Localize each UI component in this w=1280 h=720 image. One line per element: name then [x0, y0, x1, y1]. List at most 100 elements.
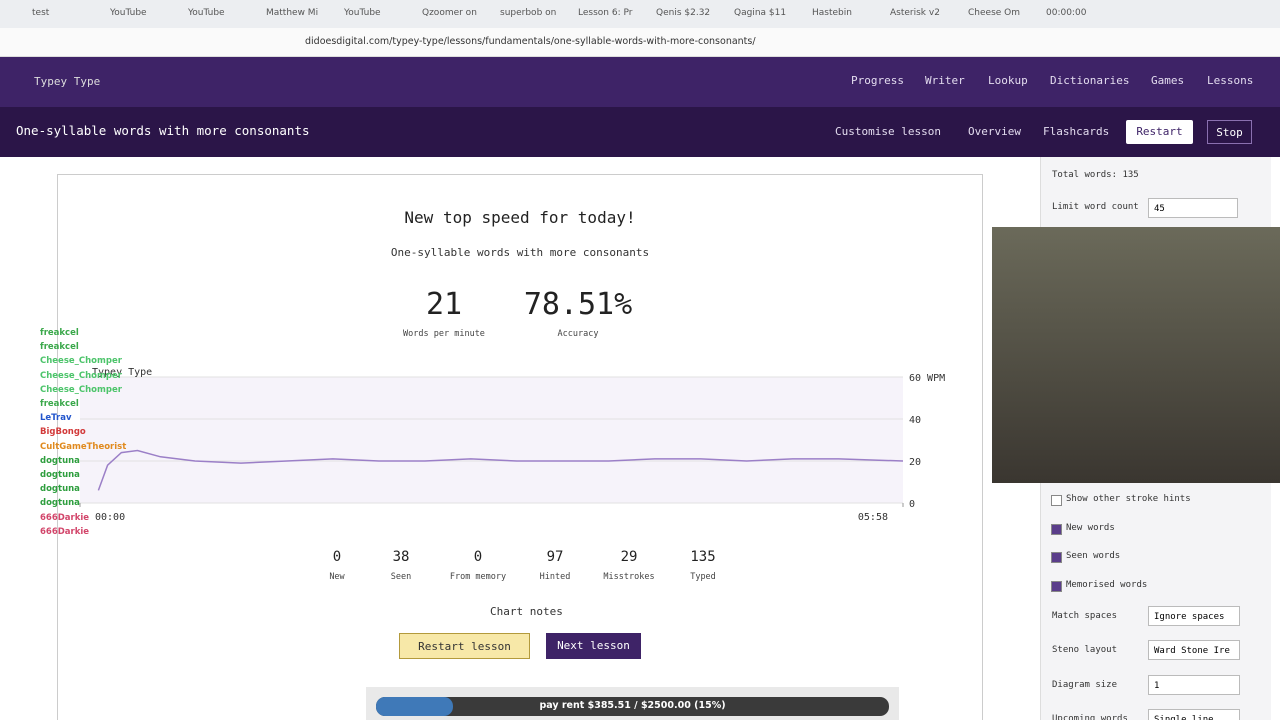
webcam-overlay — [992, 227, 1280, 483]
count-label: Typed — [690, 572, 716, 582]
checkbox-label[interactable]: Memorised words — [1066, 580, 1148, 591]
wpm-line — [97, 449, 904, 491]
stat-label: Words per minute — [403, 329, 485, 339]
select[interactable]: Ward Stone Ire — [1148, 640, 1240, 661]
stat-value: 78.51% — [523, 287, 633, 322]
chat-name: freakcel — [40, 399, 79, 409]
chat-name: freakcel — [40, 342, 79, 353]
select[interactable]: Ignore spaces — [1148, 606, 1240, 626]
browser-tab[interactable]: 00:00:00 — [1046, 8, 1087, 18]
stat-value: 21 — [425, 287, 463, 322]
checkbox[interactable] — [1051, 523, 1062, 535]
nav-link[interactable]: Progress — [851, 74, 904, 87]
lesson-link[interactable]: Flashcards — [1043, 125, 1110, 138]
count-value: 135 — [690, 549, 716, 565]
lesson-link[interactable]: Overview — [968, 125, 1021, 138]
count-label: Misstrokes — [603, 572, 655, 582]
select[interactable]: Single line — [1148, 708, 1240, 720]
chat-name: 666Darkie — [40, 512, 90, 523]
lesson-bar — [0, 107, 1280, 157]
browser-tab[interactable]: superbob on — [500, 8, 557, 18]
count-value: 29 — [620, 549, 638, 565]
count-label: New — [329, 572, 345, 582]
restart-button[interactable]: Restart — [1126, 120, 1193, 144]
next-lesson-button[interactable]: Next lesson — [546, 633, 641, 659]
chat-name: Cheese_Chomper — [40, 356, 122, 367]
y-tick-label: 20 — [909, 457, 921, 468]
stop-button[interactable]: Stop — [1207, 120, 1252, 144]
browser-tab[interactable]: Hastebin — [812, 8, 852, 18]
restart-lesson-button[interactable]: Restart lesson — [399, 633, 530, 659]
y-tick-label: 60 WPM — [909, 373, 945, 384]
chart-watermark: Typey Type — [92, 367, 152, 378]
browser-tab[interactable]: YouTube — [344, 8, 381, 18]
toolbar — [0, 28, 1280, 57]
lesson-link[interactable]: Customise lesson — [835, 125, 941, 138]
nav-link[interactable]: Lessons — [1207, 74, 1254, 87]
count-label: Seen — [390, 572, 412, 582]
y-tick-label: 0 — [909, 499, 915, 510]
wpm-chart: 60 WPM 40 20 0 00:00 05:58 Typey Type — [79, 367, 945, 523]
chart-notes[interactable]: Chart notes — [490, 605, 563, 618]
nav-link[interactable]: Dictionaries — [1050, 74, 1130, 87]
chat-name: Cheese_Chomper — [40, 370, 122, 381]
checkbox[interactable] — [1051, 495, 1062, 506]
chart-area — [80, 377, 903, 503]
site-nav — [0, 57, 1280, 107]
browser-tab[interactable]: Asterisk v2 — [890, 8, 940, 18]
select-label: Upcoming words — [1052, 713, 1128, 720]
browser-tab[interactable]: YouTube — [188, 8, 225, 18]
x-tick-label: 00:00 — [95, 512, 125, 523]
chat-name: freakcel — [40, 328, 79, 338]
browser-tab[interactable]: Cheese Om — [968, 8, 1021, 18]
limit-input[interactable]: 45 — [1148, 198, 1238, 218]
subtitle: One-syllable words with more consonants — [390, 246, 650, 259]
nav-link[interactable]: Writer — [925, 74, 965, 87]
checkbox-label[interactable]: Seen words — [1066, 551, 1121, 562]
chat-name: dogtuna — [40, 484, 80, 495]
select-label: Match spaces — [1052, 611, 1118, 621]
checkbox-label[interactable]: New words — [1066, 522, 1115, 533]
checkbox-label[interactable]: Show other stroke hints — [1066, 494, 1191, 504]
select[interactable]: 1 — [1148, 674, 1240, 695]
count-label: Hinted — [539, 572, 571, 582]
results-card — [57, 174, 983, 720]
chat-name: BigBongo — [40, 427, 86, 438]
chat-name: dogtuna — [40, 498, 80, 509]
lesson-title: One-syllable words with more consonants — [16, 123, 310, 138]
count-value: 0 — [473, 549, 483, 565]
browser-tab[interactable]: Lesson 6: Pr — [578, 8, 633, 18]
url-bar[interactable]: didoesdigital.com/typey-type/lessons/fun… — [305, 36, 756, 47]
y-tick-label: 40 — [909, 415, 921, 426]
donation-fill — [376, 697, 453, 716]
browser-tab[interactable]: Qagina $11 — [734, 8, 787, 18]
stat-label: Accuracy — [557, 329, 599, 339]
chat-name: 666Darkie — [40, 526, 90, 537]
browser-tab[interactable]: YouTube — [110, 8, 147, 18]
brand[interactable]: Typey Type — [34, 75, 101, 88]
nav-link[interactable]: Games — [1151, 74, 1185, 87]
nav-link[interactable]: Lookup — [988, 74, 1028, 87]
total-words: Total words: 135 — [1052, 170, 1139, 180]
donation-track — [376, 697, 889, 716]
limit-label: Limit word count — [1052, 202, 1139, 212]
count-label: From memory — [449, 572, 507, 582]
browser-tab[interactable]: Matthew Mi — [266, 8, 319, 18]
chat-name: dogtuna — [40, 470, 80, 480]
count-value: 97 — [546, 549, 564, 565]
checkbox[interactable] — [1051, 581, 1062, 593]
browser-tab[interactable]: Qenis $2.32 — [656, 8, 711, 18]
select-label: Diagram size — [1052, 679, 1118, 690]
checkbox[interactable] — [1051, 552, 1062, 564]
chat-name: CultGameTheorist — [40, 441, 127, 452]
browser-tab[interactable]: test — [32, 8, 50, 18]
donation-text: pay rent $385.51 / $2500.00 (15%) — [539, 700, 726, 711]
chat-name: LeTrav — [40, 413, 72, 424]
heading: New top speed for today! — [404, 208, 636, 227]
browser-tab[interactable]: Qzoomer on — [422, 8, 477, 18]
chat-name: Cheese_Chomper — [40, 384, 122, 395]
chat-name: dogtuna — [40, 455, 80, 466]
